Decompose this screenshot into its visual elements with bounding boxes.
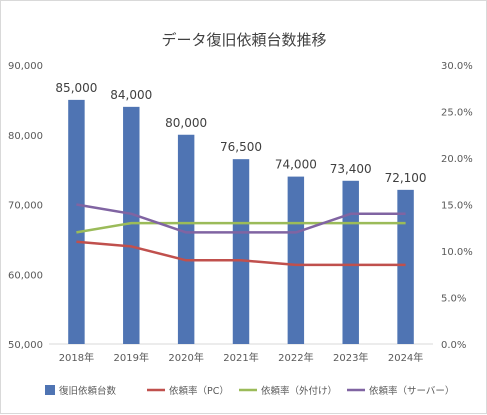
bar	[287, 176, 305, 344]
series-line	[76, 203, 406, 234]
y-right-tick-label: 25.0%	[441, 108, 473, 119]
legend-swatch-bar	[45, 385, 55, 395]
legend-label: 依頼率（サーバー）	[369, 385, 454, 397]
bar	[68, 99, 85, 344]
y-right-tick-label: 5.0%	[441, 294, 466, 305]
x-tick-label: 2018年	[59, 351, 94, 364]
y-left-tick-label: 90,000	[8, 61, 43, 72]
bar-data-label: 76,500	[220, 140, 262, 154]
y-right-tick-label: 10.0%	[441, 247, 473, 258]
legend-label: 依頼率（外付け）	[261, 385, 337, 397]
series-line	[76, 240, 406, 267]
y-left-tick-label: 80,000	[8, 131, 43, 142]
chart-title: データ復旧依頼台数推移	[161, 31, 326, 49]
bar	[123, 106, 140, 344]
bar-data-label: 85,000	[55, 81, 97, 95]
x-tick-label: 2021年	[223, 351, 258, 364]
bar	[397, 189, 414, 344]
x-tick-label: 2020年	[168, 351, 203, 364]
bar	[177, 134, 195, 344]
bar-data-label: 73,400	[330, 162, 372, 176]
y-left-tick-label: 60,000	[8, 270, 43, 281]
x-tick-label: 2023年	[333, 351, 368, 364]
y-left-tick-label: 70,000	[8, 201, 43, 212]
y-right-tick-label: 20.0%	[441, 154, 473, 165]
y-right-tick-label: 15.0%	[441, 201, 473, 212]
x-tick-label: 2022年	[278, 351, 313, 364]
legend-label: 依頼率（PC）	[169, 385, 229, 397]
bar-data-label: 80,000	[165, 116, 207, 130]
bar	[342, 180, 359, 344]
bar-data-label: 74,000	[275, 158, 317, 172]
bar	[232, 159, 250, 344]
bar-data-label: 84,000	[110, 88, 152, 102]
legend-label: 復旧依頼台数	[59, 385, 117, 397]
line-series-group	[76, 203, 406, 267]
bar-series: 85,000 84,000 80,000 76,500 74,000 73,400 72,1…	[55, 81, 427, 344]
axes: 50,000 60,000 70,000 80,000 90,000 0.0% 5.0% 10…	[8, 61, 473, 364]
legend: 復旧依頼台数 依頼率（PC） 依頼率（外付け） 依頼率（サーバー）	[45, 385, 454, 397]
y-right-tick-label: 0.0%	[441, 340, 466, 351]
series-line	[76, 221, 406, 234]
x-tick-label: 2024年	[388, 351, 423, 364]
x-tick-label: 2019年	[114, 351, 149, 364]
y-left-tick-label: 50,000	[8, 340, 43, 351]
y-right-tick-label: 30.0%	[441, 61, 473, 72]
bar-data-label: 72,100	[385, 171, 427, 185]
